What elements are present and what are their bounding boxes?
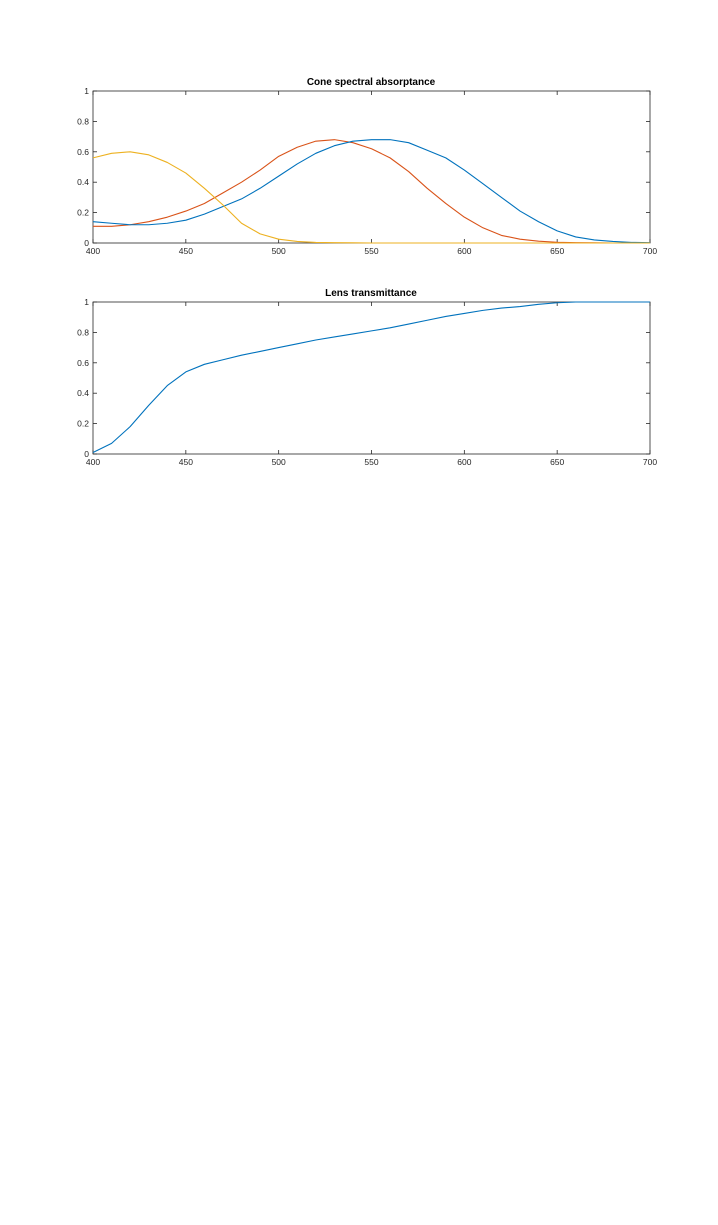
y-tick-label: 0 bbox=[84, 449, 89, 459]
x-tick-label: 500 bbox=[272, 457, 286, 467]
series-line-3 bbox=[92, 151, 650, 244]
y-tick-label: 0.4 bbox=[77, 177, 89, 187]
chart-title: Lens transmittance bbox=[325, 288, 417, 299]
y-tick-label: 0.2 bbox=[77, 208, 89, 218]
y-tick-label: 0.2 bbox=[77, 419, 89, 429]
x-tick-label: 400 bbox=[86, 457, 100, 467]
x-tick-label: 650 bbox=[550, 246, 564, 256]
x-tick-label: 700 bbox=[643, 246, 657, 256]
y-tick-label: 0.6 bbox=[77, 358, 89, 368]
x-tick-label: 600 bbox=[457, 246, 471, 256]
x-tick-label: 550 bbox=[364, 457, 378, 467]
x-tick-label: 600 bbox=[457, 457, 471, 467]
y-tick-label: 0.4 bbox=[77, 388, 89, 398]
y-tick-label: 0 bbox=[84, 238, 89, 248]
x-tick-label: 550 bbox=[364, 246, 378, 256]
cone-absorptance-chart: Cone spectral absorptance 400 450 500 550 60… bbox=[77, 77, 657, 256]
y-tick-label: 1 bbox=[84, 86, 89, 96]
x-tick-label: 500 bbox=[272, 246, 286, 256]
x-tick-label: 400 bbox=[86, 246, 100, 256]
y-tick-label: 0.6 bbox=[77, 147, 89, 157]
x-tick-label: 700 bbox=[643, 457, 657, 467]
lens-transmittance-chart: Lens transmittance 400 450 500 550 600 650 700… bbox=[77, 288, 657, 467]
y-tick-label: 1 bbox=[84, 297, 89, 307]
y-tick-label: 0.8 bbox=[77, 116, 89, 126]
y-tick-label: 0.8 bbox=[77, 327, 89, 337]
chart-title: Cone spectral absorptance bbox=[307, 77, 436, 88]
x-tick-label: 450 bbox=[179, 246, 193, 256]
x-tick-label: 450 bbox=[179, 457, 193, 467]
x-tick-label: 650 bbox=[550, 457, 564, 467]
series-line-1 bbox=[93, 139, 650, 244]
series-line-2 bbox=[92, 139, 651, 244]
series-line-1 bbox=[92, 301, 650, 453]
